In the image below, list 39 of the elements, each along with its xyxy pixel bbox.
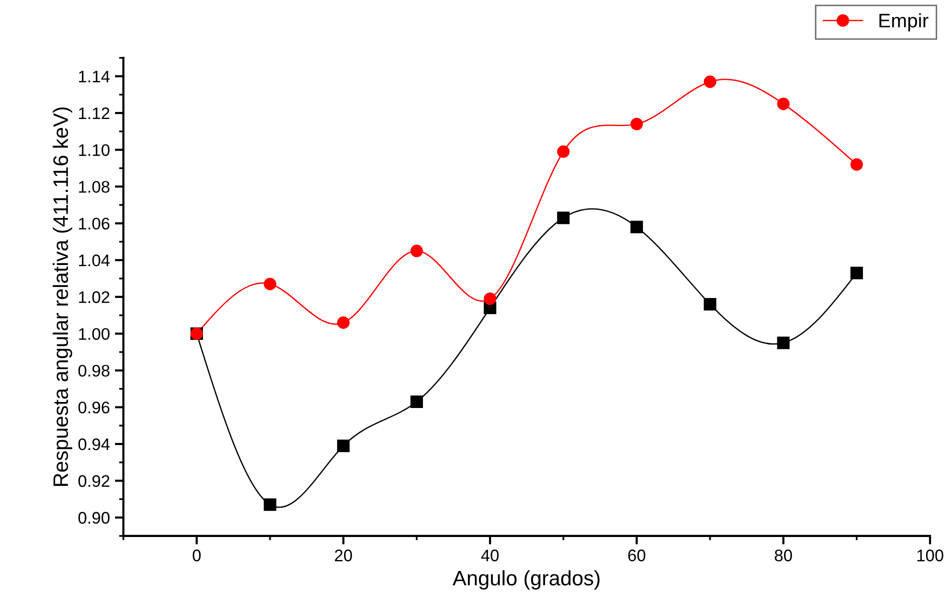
x-tick-label: 80 (774, 550, 792, 562)
x-tick-label: 20 (334, 550, 352, 562)
x-tick-label: 100 (917, 550, 944, 562)
point (850, 158, 863, 171)
legend-label: Empir (879, 13, 928, 32)
point (777, 98, 790, 110)
point (777, 336, 790, 350)
point (704, 298, 716, 310)
x-tick-label: 60 (628, 550, 646, 562)
point (704, 76, 716, 88)
point (264, 278, 276, 290)
point (557, 145, 570, 158)
y-tick-label: 0.94 (78, 438, 110, 450)
y-axis-title: Respuesta angular relativa (411.116 keV) (52, 107, 72, 486)
point (630, 220, 643, 234)
y-tick-label: 0.98 (78, 364, 110, 377)
point (264, 498, 276, 511)
x-tick-label: 40 (481, 550, 499, 562)
point (630, 118, 643, 130)
y-tick-label: 1.06 (79, 218, 110, 230)
y-tick-label: 0.92 (78, 475, 110, 487)
point (410, 395, 423, 408)
y-tick-label: 0.96 (78, 402, 110, 414)
y-tick-label: 1.02 (79, 291, 110, 304)
y-tick-label: 1.12 (79, 107, 110, 120)
point (410, 244, 423, 258)
point (337, 316, 350, 329)
point (484, 292, 496, 305)
x-axis-title: Angulo (grados) (452, 570, 600, 590)
y-tick-label: 1.08 (79, 180, 110, 193)
y-tick-label: 1.00 (79, 328, 110, 340)
point (557, 212, 570, 224)
point (337, 440, 350, 452)
x-tick-label: 0 (192, 550, 201, 562)
point (850, 266, 863, 280)
y-tick-label: 1.14 (79, 70, 110, 82)
y-tick-label: 1.10 (79, 144, 110, 156)
y-tick-label: 0.90 (78, 512, 110, 524)
y-tick-label: 1.04 (79, 254, 110, 266)
